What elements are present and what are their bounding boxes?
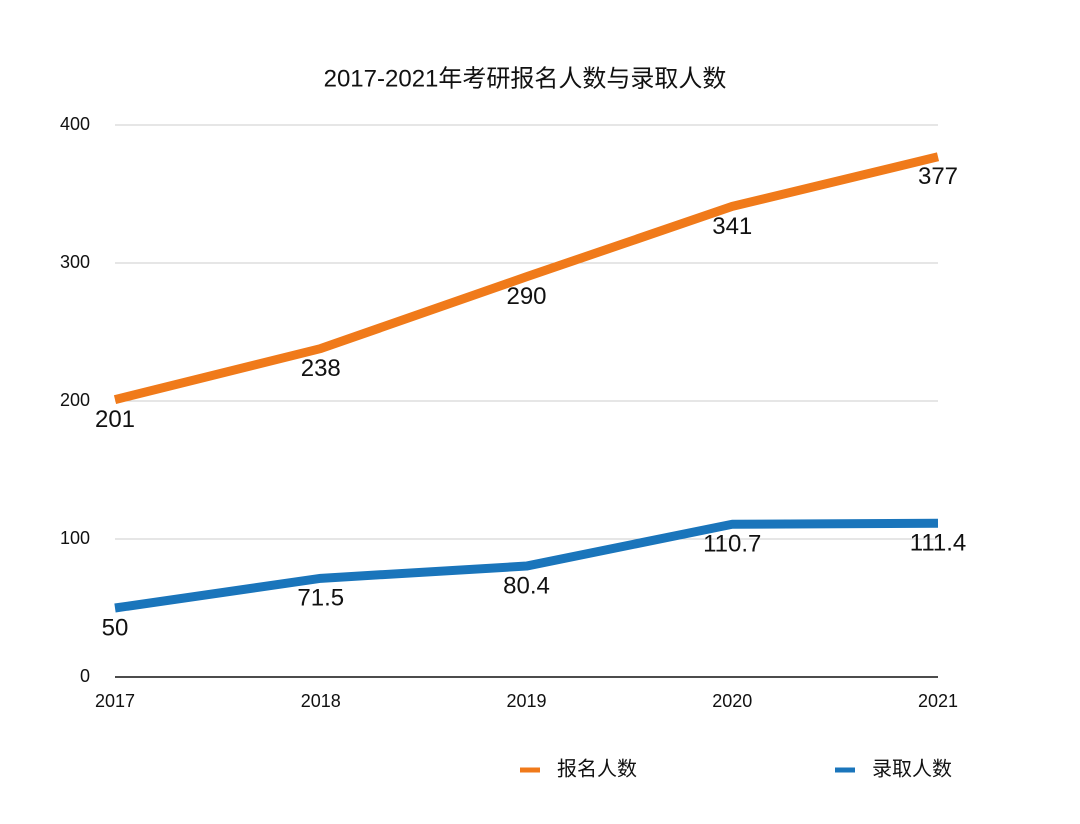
data-label: 238 bbox=[301, 355, 341, 382]
x-tick-label: 2020 bbox=[712, 691, 752, 711]
x-tick-label: 2019 bbox=[506, 691, 546, 711]
data-label: 377 bbox=[918, 163, 958, 190]
data-label: 50 bbox=[102, 614, 129, 641]
data-label: 341 bbox=[712, 213, 752, 240]
y-tick-label: 0 bbox=[80, 666, 90, 686]
data-label: 110.7 bbox=[703, 531, 761, 558]
series-line bbox=[113, 152, 940, 404]
data-label: 80.4 bbox=[503, 572, 550, 599]
x-tick-label: 2017 bbox=[95, 691, 135, 711]
legend-label: 录取人数 bbox=[872, 757, 952, 780]
x-tick-label: 2018 bbox=[301, 691, 341, 711]
data-label: 290 bbox=[506, 283, 546, 310]
data-label: 111.4 bbox=[910, 530, 967, 557]
legend-label: 报名人数 bbox=[557, 757, 637, 780]
data-label: 71.5 bbox=[297, 585, 344, 612]
y-tick-label: 100 bbox=[60, 528, 90, 548]
y-tick-label: 400 bbox=[60, 114, 90, 134]
x-tick-label: 2021 bbox=[918, 691, 958, 711]
data-label: 201 bbox=[95, 406, 135, 433]
y-tick-label: 300 bbox=[60, 252, 90, 272]
y-tick-label: 200 bbox=[60, 390, 90, 410]
chart-title: 2017-2021年考研报名人数与录取人数 bbox=[324, 65, 727, 92]
series-line bbox=[114, 518, 939, 613]
